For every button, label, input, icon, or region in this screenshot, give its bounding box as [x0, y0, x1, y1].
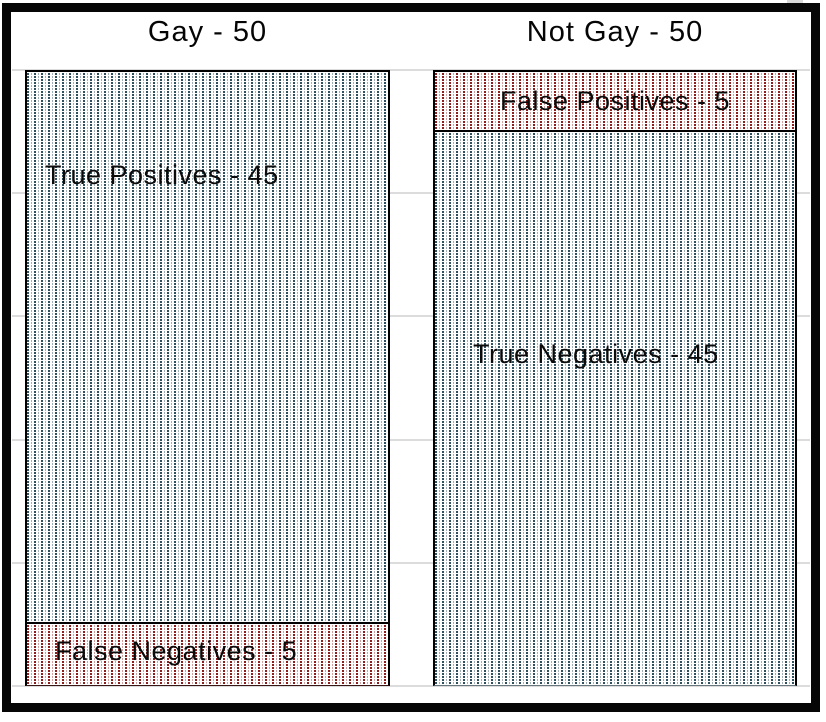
y-gridline-0 [12, 685, 810, 687]
document-border [2, 3, 820, 712]
bar-segment-true-negatives: True Negatives - 45 [433, 132, 797, 686]
y-gridline-40 [12, 192, 810, 194]
y-gridline-50 [12, 69, 810, 71]
y-gridline-30 [12, 315, 810, 317]
bar-gay: True Positives - 45 False Negatives - 5 [25, 70, 390, 686]
bar-segment-true-positives: True Positives - 45 [25, 70, 390, 624]
segment-label-false-negatives: False Negatives - 5 [55, 636, 298, 666]
category-label-gay: Gay - 50 [147, 16, 268, 48]
bar-segment-false-negatives: False Negatives - 5 [25, 624, 390, 686]
segment-label-false-positives: False Positives - 5 [499, 85, 731, 116]
segment-label-true-positives: True Positives - 45 [45, 160, 279, 190]
bar-segment-false-positives: False Positives - 5 [433, 70, 797, 132]
segment-label-true-negatives: True Negatives - 45 [473, 339, 719, 369]
y-gridline-10 [12, 562, 810, 564]
y-gridline-20 [12, 439, 810, 441]
page-edge-artifact [787, 0, 803, 4]
category-label-not-gay: Not Gay - 50 [526, 16, 704, 48]
bar-not-gay: False Positives - 5 True Negatives - 45 [433, 70, 797, 686]
